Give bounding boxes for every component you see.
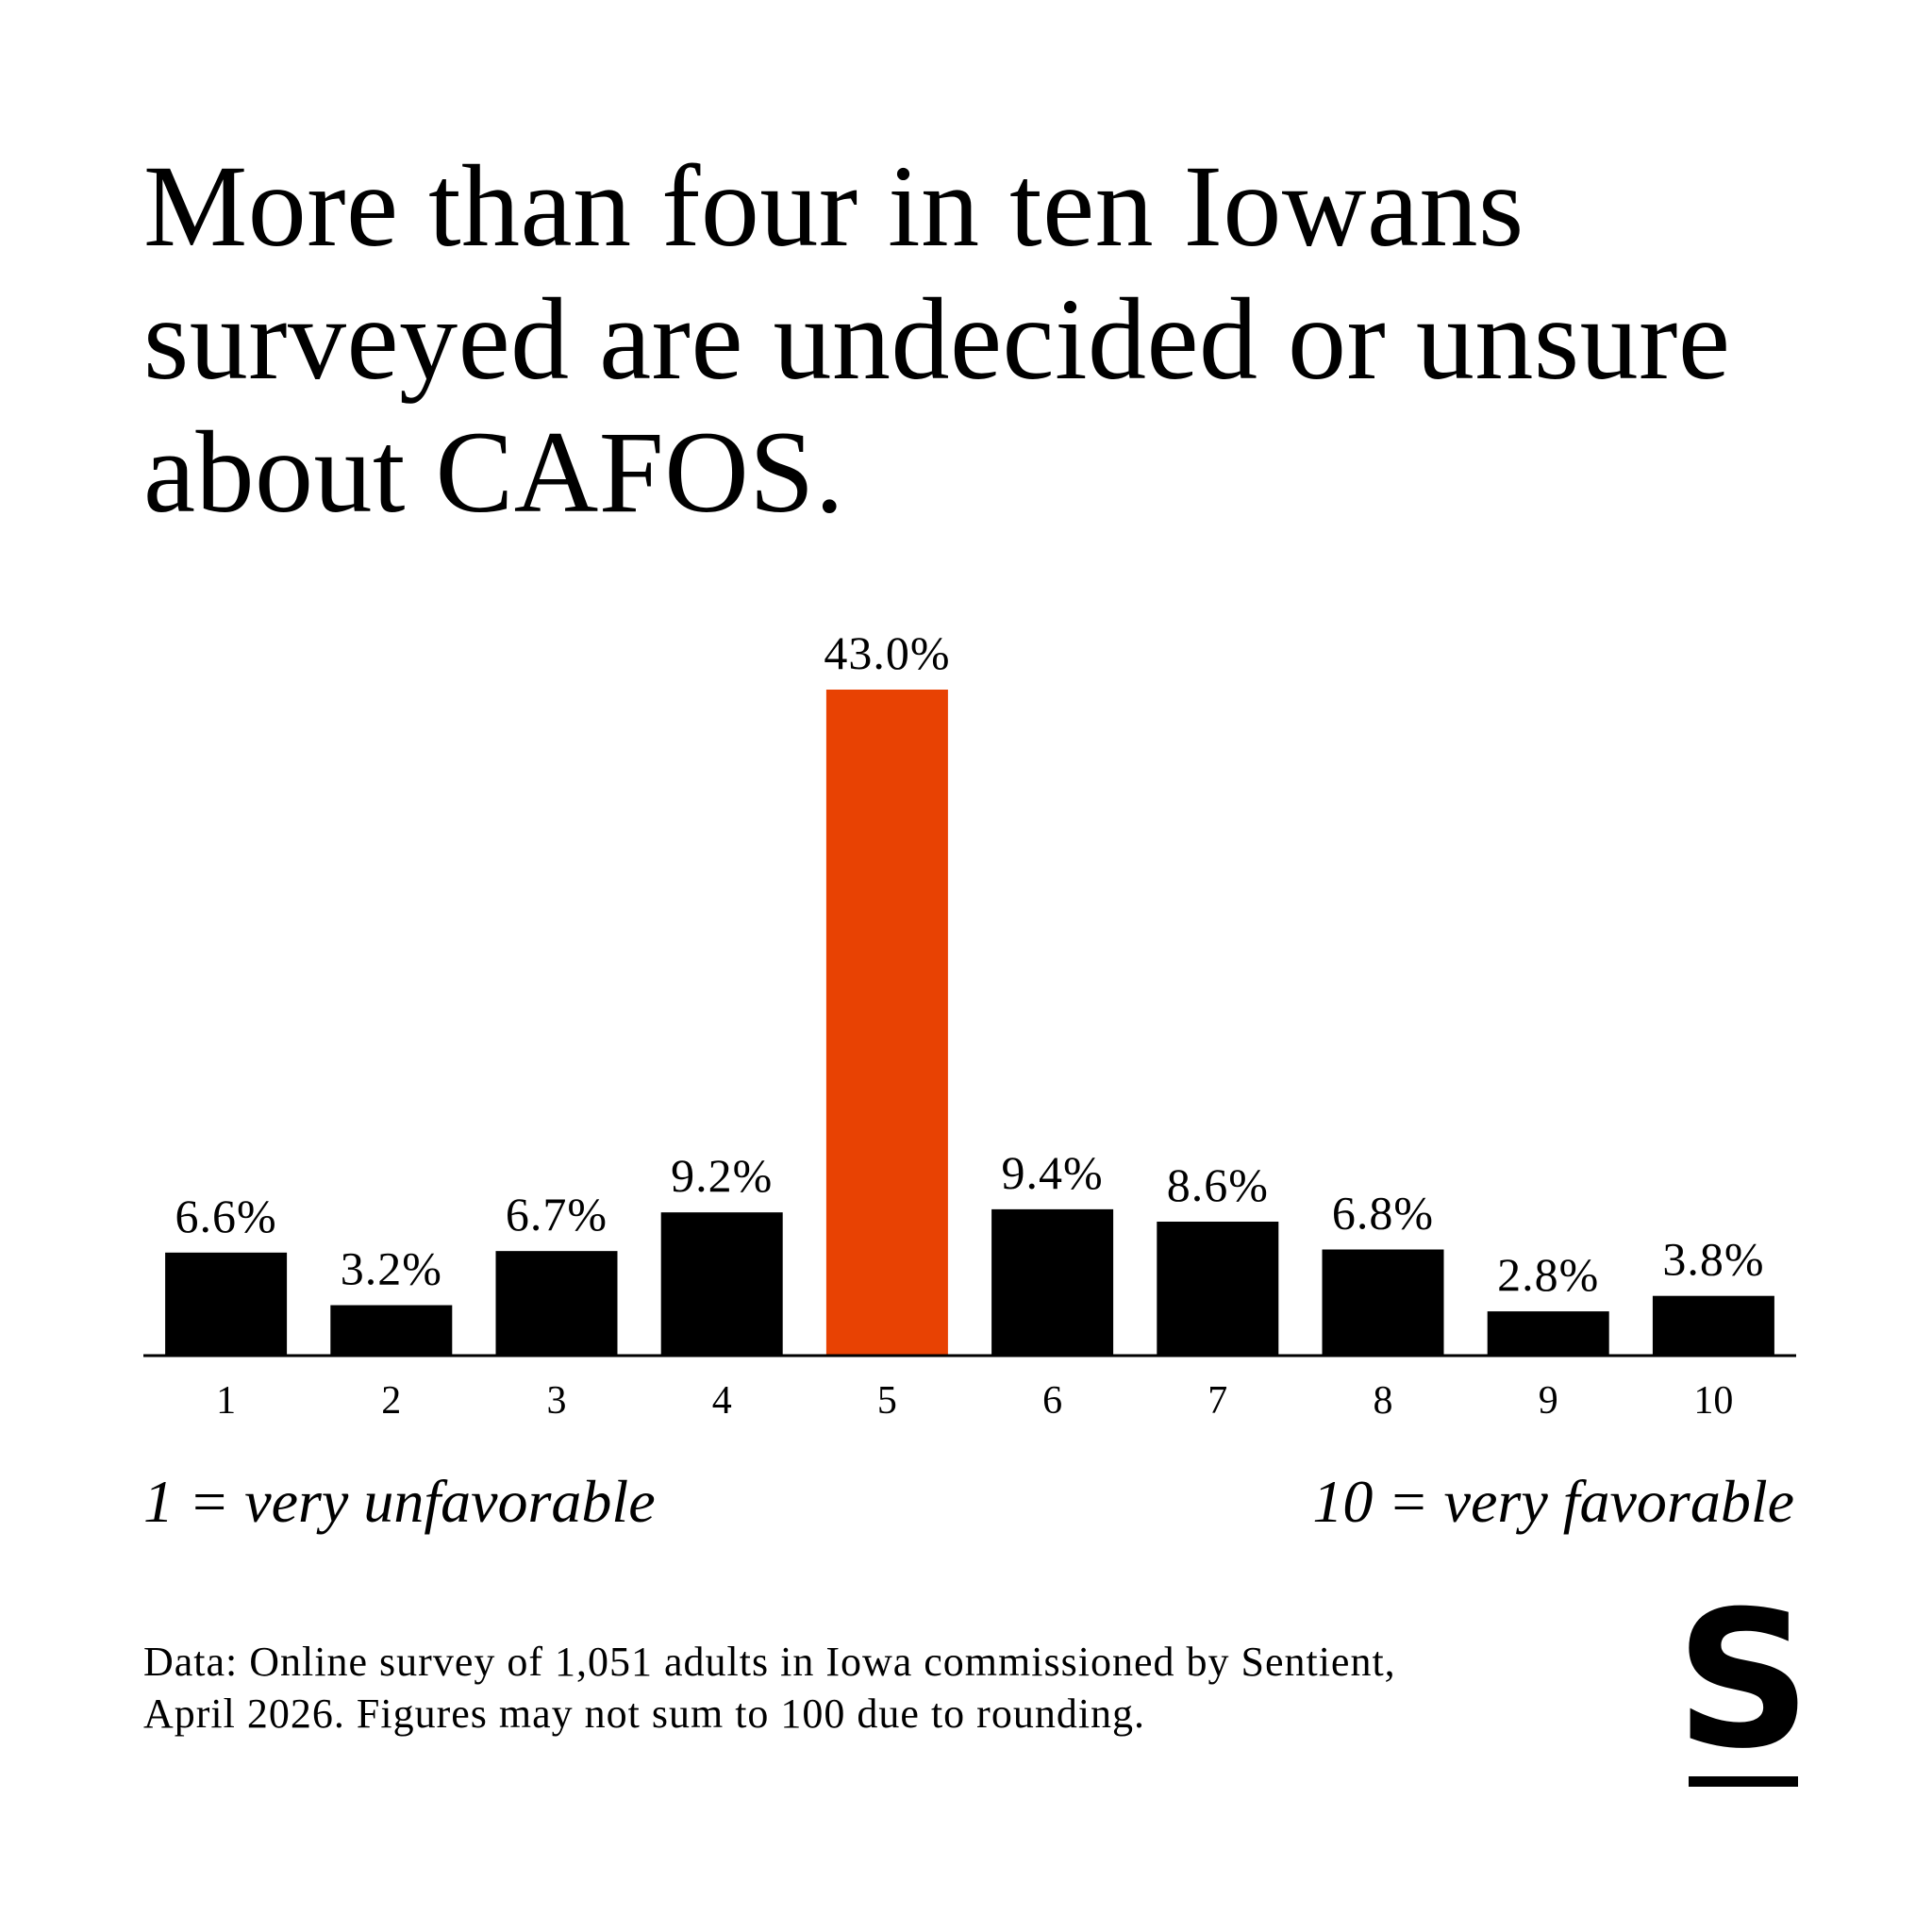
x-tick-label: 4 <box>712 1379 732 1423</box>
x-tick-label: 8 <box>1374 1379 1393 1423</box>
bar-1 <box>165 1252 288 1355</box>
x-tick-label: 1 <box>216 1379 236 1423</box>
scale-note-favorable: 10 = very favorable <box>1312 1468 1794 1535</box>
bar-2 <box>330 1305 453 1355</box>
sentient-logo: S <box>1687 1604 1800 1790</box>
x-tick-label: 2 <box>381 1379 401 1423</box>
bar-8 <box>1322 1249 1444 1355</box>
bar-10 <box>1652 1295 1774 1355</box>
logo-underline <box>1689 1776 1798 1787</box>
scale-note-unfavorable: 1 = very unfavorable <box>143 1468 656 1535</box>
x-tick-label: 10 <box>1693 1379 1733 1423</box>
x-tick-label: 6 <box>1042 1379 1062 1423</box>
bar-5 <box>825 690 948 1355</box>
bar-value-label: 9.4% <box>1002 1146 1104 1199</box>
x-tick-label: 3 <box>547 1379 567 1423</box>
logo-letter: S <box>1687 1604 1800 1790</box>
bar-value-label: 9.2% <box>671 1149 773 1202</box>
bar-value-label: 43.0% <box>824 626 950 679</box>
bar-6 <box>991 1208 1114 1355</box>
bar-3 <box>495 1251 618 1355</box>
bar-value-label: 3.2% <box>341 1242 442 1295</box>
chart-title: More than four in ten Iowans surveyed ar… <box>143 142 1731 537</box>
bar-value-label: 3.8% <box>1662 1233 1764 1286</box>
bar-value-label: 6.6% <box>175 1190 277 1242</box>
bar-value-label: 6.7% <box>506 1188 608 1241</box>
bar-value-label: 8.6% <box>1167 1158 1269 1211</box>
bar-7 <box>1157 1222 1279 1355</box>
data-source-note: Data: Online survey of 1,051 adults in I… <box>143 1639 1396 1737</box>
x-tick-label: 7 <box>1208 1379 1227 1423</box>
bar-value-label: 2.8% <box>1497 1248 1599 1301</box>
bar-4 <box>660 1212 783 1355</box>
bars-group: 6.6% 1 3.2% 2 6.7% 3 9.2% 4 43.0% 5 9.4% 6 8.6% 7 6.8%… <box>165 626 1774 1423</box>
bar-9 <box>1487 1311 1609 1355</box>
bar-value-label: 6.8% <box>1332 1187 1434 1240</box>
x-tick-label: 5 <box>877 1379 897 1423</box>
x-tick-label: 9 <box>1539 1379 1558 1423</box>
